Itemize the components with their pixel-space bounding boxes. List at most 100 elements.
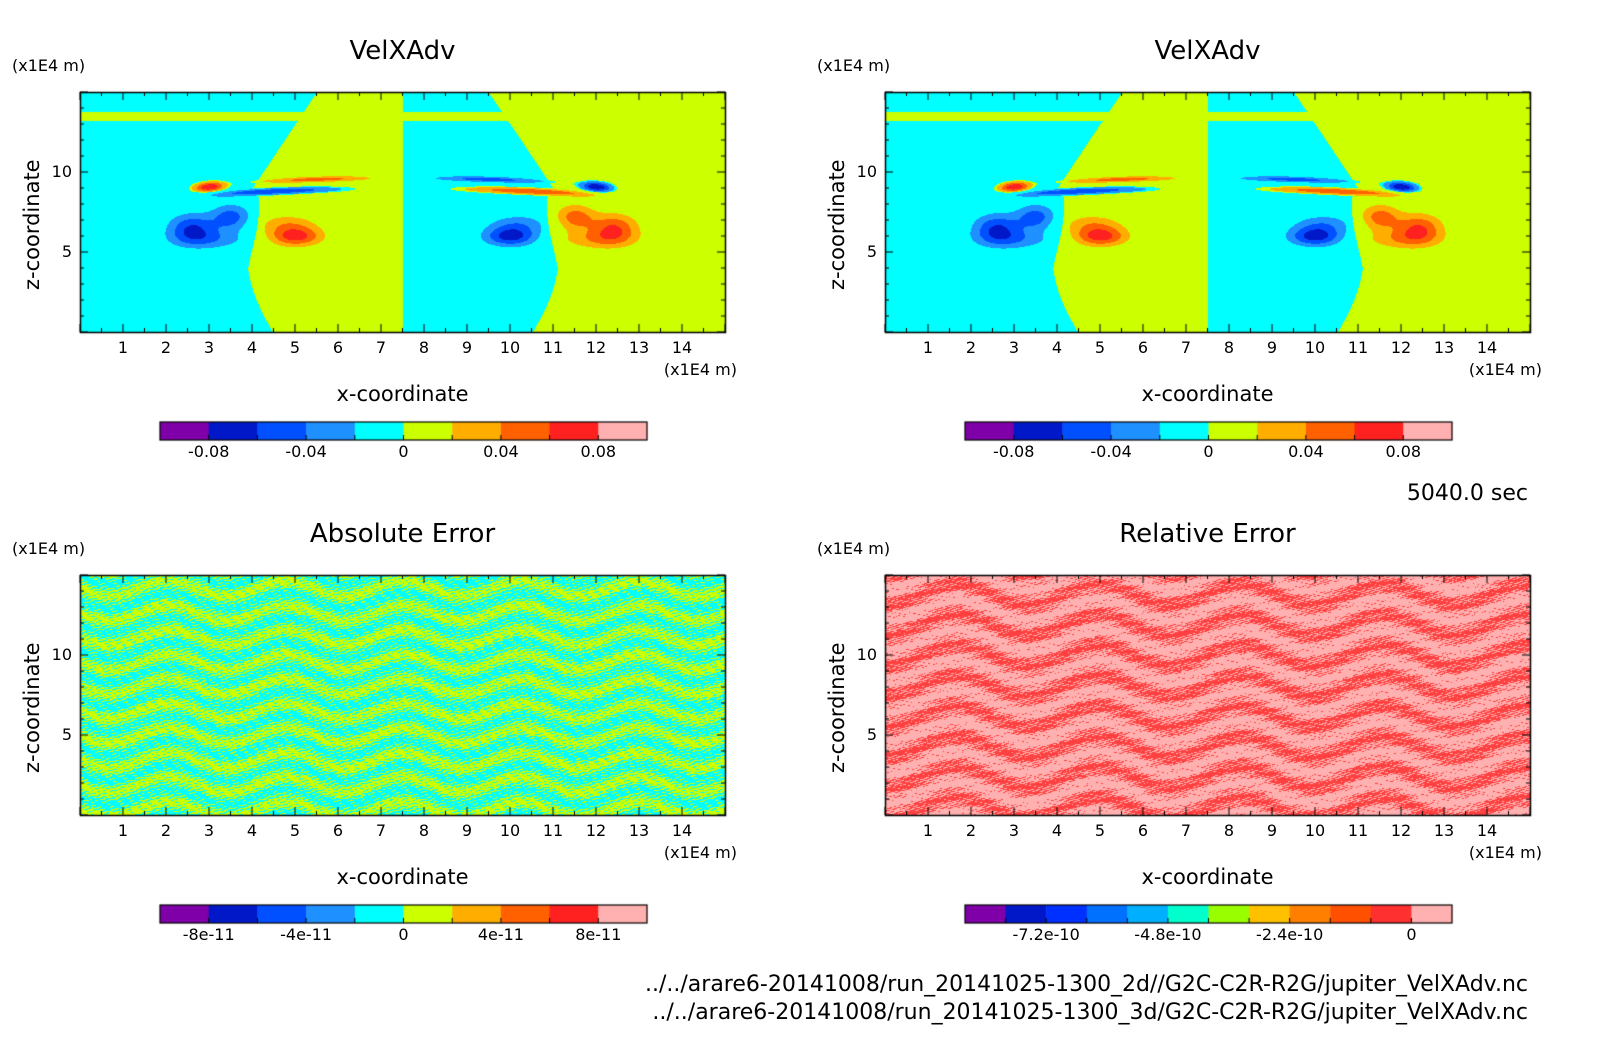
x-tick-label: 4 (1051, 338, 1063, 357)
x-tick-label: 8 (418, 338, 430, 357)
y-unit-label: (x1E4 m) (817, 56, 891, 75)
x-tick-label: 5 (289, 338, 301, 357)
x-tick-label: 6 (1137, 821, 1149, 840)
chart-title: Relative Error (1119, 519, 1296, 549)
colorbar-tick-label: -0.04 (285, 442, 327, 461)
y-unit-label: (x1E4 m) (12, 56, 86, 75)
colorbar-tick-label: 0 (398, 925, 409, 944)
x-axis-label: x-coordinate (336, 382, 469, 406)
x-tick-label: 11 (1347, 821, 1369, 840)
x-tick-label: 12 (585, 338, 607, 357)
x-axis-label: x-coordinate (336, 865, 469, 889)
colorbar-tick-label: -0.04 (1090, 442, 1132, 461)
x-tick-label: 4 (246, 338, 258, 357)
x-tick-label: 10 (499, 338, 521, 357)
colorbar-tick-label: -0.08 (992, 442, 1035, 461)
y-tick-label: 5 (61, 242, 72, 261)
y-tick-label: 5 (866, 242, 877, 261)
x-tick-label: 11 (1347, 338, 1369, 357)
y-tick-label: 10 (51, 162, 72, 181)
chart-title: Absolute Error (309, 519, 496, 549)
x-tick-label: 4 (1051, 821, 1063, 840)
x-tick-label: 11 (542, 338, 564, 357)
x-tick-label: 6 (332, 338, 344, 357)
x-unit-label: (x1E4 m) (663, 360, 737, 379)
x-tick-label: 12 (1390, 821, 1412, 840)
y-tick-label: 10 (856, 162, 877, 181)
y-axis-label: z-coordinate (825, 642, 849, 773)
y-tick-label: 10 (856, 645, 877, 664)
colorbar-tick-label: 0.08 (580, 442, 617, 461)
colorbar-tick-label: 0 (1203, 442, 1214, 461)
x-tick-label: 14 (1476, 821, 1498, 840)
x-tick-label: 10 (1304, 338, 1326, 357)
x-tick-label: 3 (203, 821, 215, 840)
y-axis-label: z-coordinate (20, 642, 44, 773)
x-tick-label: 3 (203, 338, 215, 357)
x-tick-label: 6 (1137, 338, 1149, 357)
x-tick-label: 5 (1094, 821, 1106, 840)
x-tick-label: 8 (418, 821, 430, 840)
x-unit-label: (x1E4 m) (1468, 843, 1542, 862)
x-tick-label: 2 (965, 338, 977, 357)
y-axis-label: z-coordinate (825, 159, 849, 290)
x-tick-label: 6 (332, 821, 344, 840)
x-tick-label: 3 (1008, 338, 1020, 357)
y-tick-label: 5 (866, 725, 877, 744)
colorbar-tick-label: -7.2e-10 (1012, 925, 1080, 944)
x-tick-label: 13 (1433, 821, 1455, 840)
x-tick-label: 14 (671, 821, 693, 840)
x-tick-label: 1 (922, 821, 934, 840)
x-tick-label: 2 (160, 338, 172, 357)
x-tick-label: 10 (1304, 821, 1326, 840)
x-tick-label: 8 (1223, 338, 1235, 357)
x-tick-label: 10 (499, 821, 521, 840)
x-tick-label: 9 (1266, 821, 1278, 840)
x-tick-label: 9 (1266, 338, 1278, 357)
y-unit-label: (x1E4 m) (12, 539, 86, 558)
x-tick-label: 3 (1008, 821, 1020, 840)
time-label: 5040.0 sec (1406, 481, 1528, 506)
colorbar-tick-label: 0.04 (1288, 442, 1324, 461)
chart-title: VelXAdv (1154, 36, 1261, 66)
x-tick-label: 12 (1390, 338, 1412, 357)
x-tick-label: 13 (628, 821, 650, 840)
colorbar-tick-label: -4e-11 (280, 925, 333, 944)
x-tick-label: 12 (585, 821, 607, 840)
colorbar-tick-label: 0.04 (483, 442, 519, 461)
x-tick-label: 5 (289, 821, 301, 840)
x-tick-label: 7 (375, 821, 387, 840)
colorbar-tick-label: 8e-11 (575, 925, 622, 944)
x-tick-label: 1 (922, 338, 934, 357)
x-axis-label: x-coordinate (1141, 865, 1274, 889)
y-axis-label: z-coordinate (20, 159, 44, 290)
x-tick-label: 8 (1223, 821, 1235, 840)
x-unit-label: (x1E4 m) (663, 843, 737, 862)
colorbar-tick-label: 0 (398, 442, 409, 461)
colorbar-tick-label: -0.08 (187, 442, 230, 461)
x-tick-label: 7 (1180, 338, 1192, 357)
x-tick-label: 7 (375, 338, 387, 357)
x-unit-label: (x1E4 m) (1468, 360, 1542, 379)
x-tick-label: 5 (1094, 338, 1106, 357)
x-tick-label: 1 (117, 338, 129, 357)
colorbar-tick-label: 0 (1406, 925, 1417, 944)
y-tick-label: 5 (61, 725, 72, 744)
file-path-2d: ../../arare6-20141008/run_20141025-1300_… (645, 972, 1528, 997)
y-tick-label: 10 (51, 645, 72, 664)
chart-title: VelXAdv (349, 36, 456, 66)
x-tick-label: 1 (117, 821, 129, 840)
y-unit-label: (x1E4 m) (817, 539, 891, 558)
x-tick-label: 2 (965, 821, 977, 840)
colorbar-tick-label: 4e-11 (477, 925, 524, 944)
x-tick-label: 9 (461, 821, 473, 840)
file-path-3d: ../../arare6-20141008/run_20141025-1300_… (652, 1000, 1528, 1025)
colorbar-tick-label: -4.8e-10 (1134, 925, 1202, 944)
x-tick-label: 13 (1433, 338, 1455, 357)
x-tick-label: 14 (1476, 338, 1498, 357)
colorbar-tick-label: -8e-11 (182, 925, 235, 944)
x-axis-label: x-coordinate (1141, 382, 1274, 406)
x-tick-label: 9 (461, 338, 473, 357)
colorbar-tick-label: -2.4e-10 (1256, 925, 1324, 944)
colorbar-tick-label: 0.08 (1385, 442, 1422, 461)
